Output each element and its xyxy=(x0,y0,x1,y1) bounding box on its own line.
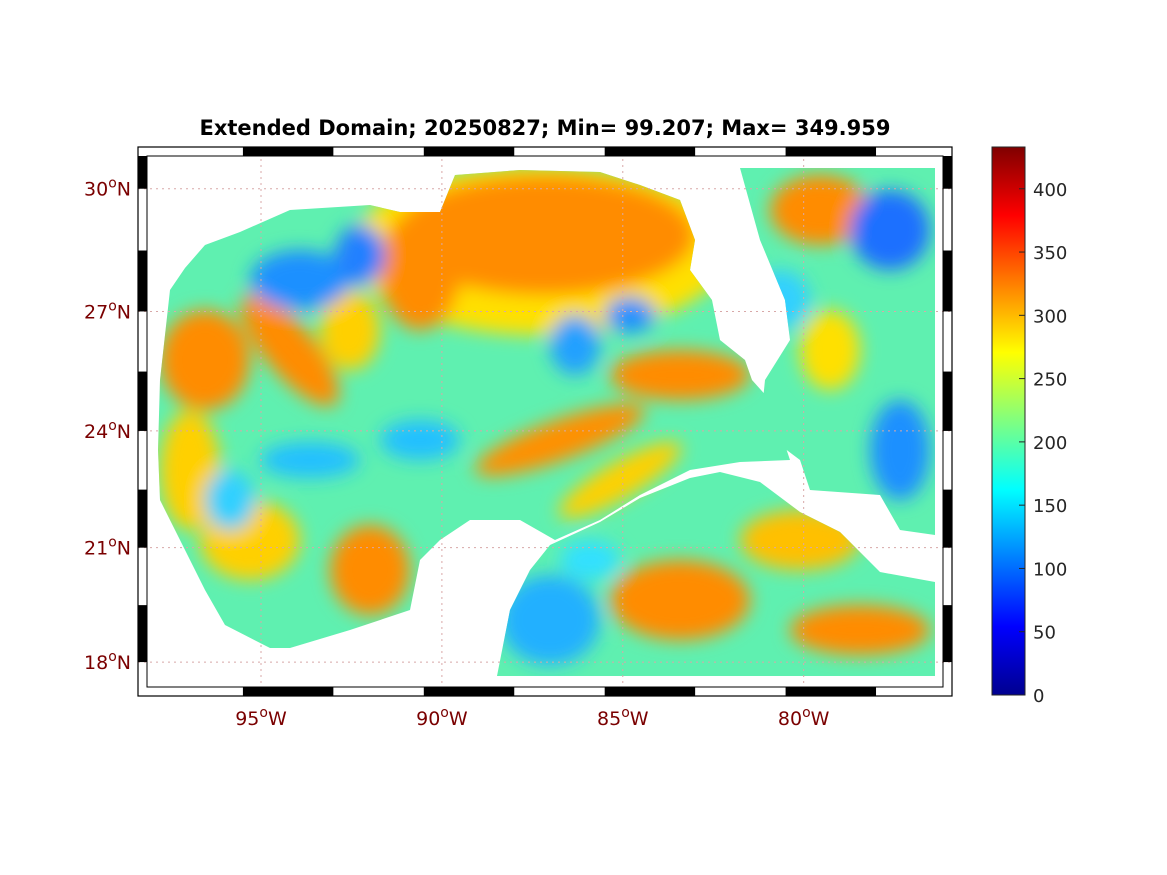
data-blob xyxy=(740,510,860,570)
data-blob xyxy=(320,290,380,370)
data-blob xyxy=(380,420,460,460)
lat-tick-label: 18oN xyxy=(84,649,131,674)
data-blob xyxy=(205,470,255,530)
data-blob xyxy=(610,560,750,640)
data-blob xyxy=(870,400,930,500)
data-blob xyxy=(335,225,385,285)
grid-lines xyxy=(138,147,952,696)
data-blob xyxy=(850,190,930,270)
data-blob xyxy=(550,315,600,375)
colorbar-tick-label: 400 xyxy=(1033,180,1067,201)
data-blob xyxy=(395,175,695,295)
data-blob xyxy=(241,294,339,406)
lat-tick-label: 27oN xyxy=(84,298,131,323)
data-blob xyxy=(800,310,860,390)
data-field xyxy=(158,168,935,676)
lon-tick-label: 80oW xyxy=(778,705,830,730)
colorbar xyxy=(991,146,1026,696)
data-blob xyxy=(558,441,682,519)
colorbar-tick-label: 0 xyxy=(1033,686,1044,707)
data-blob xyxy=(750,270,810,330)
colorbar-tick-label: 100 xyxy=(1033,559,1067,580)
data-blob xyxy=(500,575,600,665)
colorbar-tick-label: 350 xyxy=(1033,243,1067,264)
colorbar-tick-label: 300 xyxy=(1033,306,1067,327)
lon-tick-label: 90oW xyxy=(416,705,468,730)
data-blob xyxy=(605,297,655,333)
lat-tick-label: 21oN xyxy=(84,535,131,560)
lon-tick-label: 95oW xyxy=(235,705,287,730)
data-blob xyxy=(160,310,250,410)
data-blob xyxy=(475,403,645,477)
data-blob xyxy=(610,350,750,400)
colorbar-tick-label: 50 xyxy=(1033,623,1056,644)
chart-title: Extended Domain; 20250827; Min= 99.207; … xyxy=(200,116,891,140)
lat-tick-label: 24oN xyxy=(84,418,131,443)
colorbar-tick-label: 200 xyxy=(1033,433,1067,454)
data-blob xyxy=(790,605,930,655)
map-frame xyxy=(137,146,953,697)
lat-tick-label: 30oN xyxy=(84,176,131,201)
data-blob xyxy=(250,250,350,310)
data-blob xyxy=(770,175,870,245)
colorbar-tick-label: 150 xyxy=(1033,496,1067,517)
data-blob xyxy=(560,540,620,580)
data-blob xyxy=(260,442,360,478)
data-blob xyxy=(330,525,410,615)
colorbar-tick-label: 250 xyxy=(1033,370,1067,391)
lon-tick-label: 85oW xyxy=(597,705,649,730)
data-blob xyxy=(380,210,460,330)
